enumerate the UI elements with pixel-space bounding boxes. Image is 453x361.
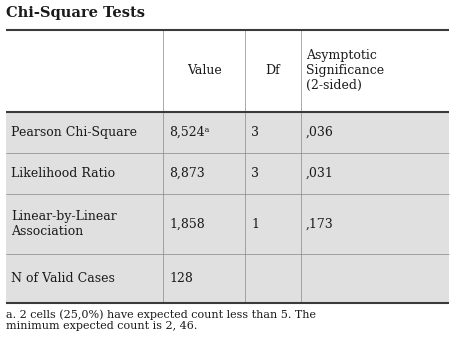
Text: 128: 128: [169, 272, 193, 285]
Text: Linear-by-Linear
Association: Linear-by-Linear Association: [11, 210, 117, 238]
Bar: [6, 30, 449, 112]
Text: Df: Df: [265, 64, 280, 77]
Text: a. 2 cells (25,0%) have expected count less than 5. The
minimum expected count i: a. 2 cells (25,0%) have expected count l…: [6, 309, 316, 331]
Text: 1: 1: [251, 218, 259, 231]
Text: Asymptotic
Significance
(2-sided): Asymptotic Significance (2-sided): [306, 49, 384, 92]
Text: ,036: ,036: [306, 126, 333, 139]
Text: Value: Value: [187, 64, 222, 77]
Text: 3: 3: [251, 126, 259, 139]
Text: 8,524ᵃ: 8,524ᵃ: [169, 126, 210, 139]
Text: 3: 3: [251, 167, 259, 180]
Text: ,031: ,031: [306, 167, 333, 180]
Text: Chi-Square Tests: Chi-Square Tests: [6, 6, 145, 20]
Text: Pearson Chi-Square: Pearson Chi-Square: [11, 126, 137, 139]
Text: Likelihood Ratio: Likelihood Ratio: [11, 167, 115, 180]
Bar: [6, 194, 449, 254]
Text: 1,858: 1,858: [169, 218, 205, 231]
Text: ,173: ,173: [306, 218, 333, 231]
Bar: [6, 153, 449, 194]
Text: 8,873: 8,873: [169, 167, 205, 180]
Text: N of Valid Cases: N of Valid Cases: [11, 272, 115, 285]
Bar: [6, 112, 449, 153]
Bar: [6, 254, 449, 303]
